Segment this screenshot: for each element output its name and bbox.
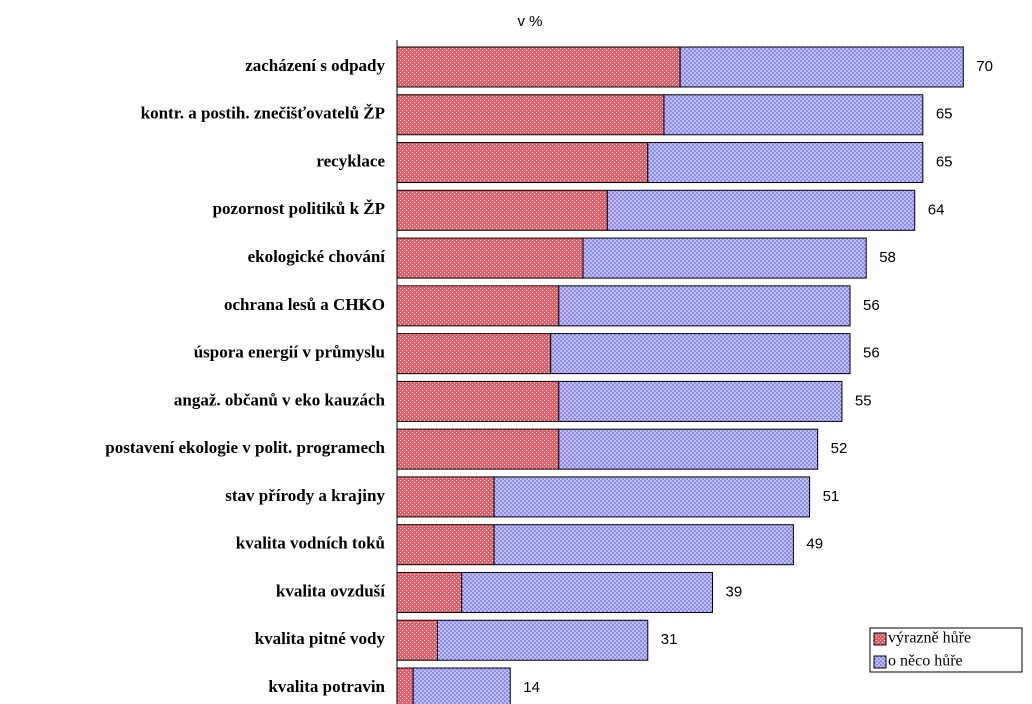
legend-label: o něco hůře: [888, 653, 963, 670]
total-label: 58: [879, 249, 896, 266]
bar-segment: [396, 619, 438, 661]
total-label: 49: [806, 536, 823, 553]
bar-segment: [396, 428, 560, 470]
total-label: 65: [936, 106, 953, 123]
total-label: 52: [831, 440, 848, 457]
bar-segment: [582, 237, 867, 279]
bar-segment: [396, 142, 649, 184]
bar-segment: [396, 46, 681, 88]
total-label: 55: [855, 392, 872, 409]
y-tick-label: ochrana lesů a CHKO: [224, 295, 385, 314]
total-label: 64: [928, 201, 945, 218]
bar-segment: [396, 524, 495, 566]
bar-segment: [647, 142, 924, 184]
bar-segment: [606, 189, 916, 231]
y-tick-label: kontr. a postih. znečišťovatelů ŽP: [141, 104, 385, 123]
total-label: 39: [726, 583, 743, 600]
y-tick-label: kvalita potravin: [268, 677, 385, 696]
y-tick-label: kvalita ovzduší: [276, 581, 385, 600]
y-tick-label: ekologické chování: [248, 247, 386, 266]
bar-segment: [396, 189, 608, 231]
bar-segment: [558, 380, 843, 422]
bar-segment: [461, 571, 714, 613]
legend-label: výrazně hůře: [888, 630, 971, 647]
bar-segment: [396, 285, 560, 327]
total-label: 14: [523, 679, 540, 696]
y-tick-label: stav přírody a krajiny: [225, 486, 385, 505]
y-tick-label: postavení ekologie v polit. programech: [105, 438, 385, 457]
bar-segment: [558, 285, 851, 327]
total-label: 31: [661, 631, 678, 648]
y-tick-label: angaž. občanů v eko kauzách: [174, 390, 386, 409]
bar-segment: [396, 476, 495, 518]
y-tick-label: kvalita vodních toků: [236, 534, 385, 553]
y-tick-label: zacházení s odpady: [245, 56, 385, 75]
legend-swatch: [873, 632, 887, 646]
bar-segment: [396, 667, 414, 704]
total-label: 56: [863, 297, 880, 314]
bar-segment: [396, 237, 584, 279]
total-label: 51: [823, 488, 840, 505]
total-label: 65: [936, 154, 953, 171]
bar-segment: [396, 94, 665, 136]
bar-segment: [412, 667, 511, 704]
bar-segment: [396, 333, 552, 375]
y-tick-label: úspora energií v průmyslu: [194, 343, 385, 362]
bar-segment: [493, 524, 794, 566]
chart-subtitle: v %: [517, 13, 542, 30]
legend-box: [869, 627, 1023, 673]
total-label: 56: [863, 345, 880, 362]
y-tick-label: kvalita pitné vody: [255, 629, 386, 648]
bar-segment: [493, 476, 811, 518]
total-label: 70: [976, 58, 993, 75]
bar-segment: [663, 94, 924, 136]
bar-segment: [436, 619, 649, 661]
y-tick-label: recyklace: [316, 151, 385, 170]
bar-segment: [679, 46, 964, 88]
legend-swatch: [873, 655, 887, 669]
bar-segment: [558, 428, 819, 470]
y-tick-label: pozornost politiků k ŽP: [213, 199, 385, 218]
bar-segment: [396, 571, 463, 613]
bar-segment: [550, 333, 851, 375]
bar-segment: [396, 380, 560, 422]
